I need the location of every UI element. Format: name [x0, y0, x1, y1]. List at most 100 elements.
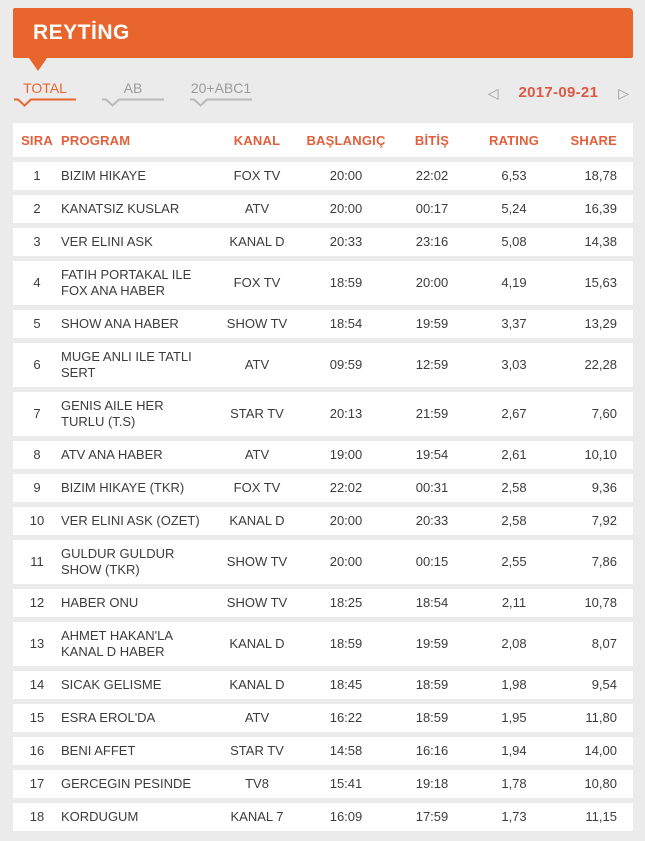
date-label: 2017-09-21	[518, 84, 599, 101]
rating-cell: 5,24	[475, 195, 553, 223]
program-cell: SHOW ANA HABER	[61, 310, 211, 338]
rank-cell: 14	[13, 671, 61, 699]
tab-underline-notch-icon	[102, 98, 164, 107]
program-cell: AHMET HAKAN'LA KANAL D HABER	[61, 622, 211, 666]
next-date-button[interactable]: ▷	[618, 84, 629, 101]
rating-cell: 3,03	[475, 343, 553, 387]
rank-cell: 10	[13, 507, 61, 535]
tab-20abc1-label: 20+ABC1	[190, 80, 252, 96]
table-row: 12 HABER ONU SHOW TV 18:25 18:54 2,11 10,78	[13, 589, 633, 617]
column-header-bitis: BİTİŞ	[389, 123, 475, 157]
end-time-cell: 21:59	[389, 392, 475, 436]
table-row: 8 ATV ANA HABER ATV 19:00 19:54 2,61 10,10	[13, 441, 633, 469]
rank-cell: 11	[13, 540, 61, 584]
table-row: 13 AHMET HAKAN'LA KANAL D HABER KANAL D 18:…	[13, 622, 633, 666]
start-time-cell: 16:22	[303, 704, 389, 732]
channel-cell: KANAL D	[211, 622, 303, 666]
channel-cell: ATV	[211, 195, 303, 223]
start-time-cell: 18:59	[303, 261, 389, 305]
program-cell: GENIS AILE HER TURLU (T.S)	[61, 392, 211, 436]
program-cell: VER ELINI ASK (OZET)	[61, 507, 211, 535]
program-cell: SICAK GELISME	[61, 671, 211, 699]
start-time-cell: 18:25	[303, 589, 389, 617]
share-cell: 11,15	[553, 803, 633, 831]
column-header-baslangic: BAŞLANGIÇ	[303, 123, 389, 157]
rating-cell: 2,67	[475, 392, 553, 436]
rank-cell: 6	[13, 343, 61, 387]
rating-cell: 4,19	[475, 261, 553, 305]
start-time-cell: 18:54	[303, 310, 389, 338]
channel-cell: STAR TV	[211, 737, 303, 765]
program-cell: ESRA EROL'DA	[61, 704, 211, 732]
table-row: 2 KANATSIZ KUSLAR ATV 20:00 00:17 5,24 16,39	[13, 195, 633, 223]
start-time-cell: 20:00	[303, 162, 389, 190]
start-time-cell: 09:59	[303, 343, 389, 387]
rating-cell: 5,08	[475, 228, 553, 256]
share-cell: 7,92	[553, 507, 633, 535]
rank-cell: 15	[13, 704, 61, 732]
end-time-cell: 19:59	[389, 622, 475, 666]
end-time-cell: 20:33	[389, 507, 475, 535]
rating-cell: 1,95	[475, 704, 553, 732]
rank-cell: 3	[13, 228, 61, 256]
channel-cell: FOX TV	[211, 261, 303, 305]
share-cell: 10,80	[553, 770, 633, 798]
prev-date-button[interactable]: ◁	[487, 84, 499, 101]
tab-total[interactable]: TOTAL	[13, 80, 77, 107]
channel-cell: FOX TV	[211, 474, 303, 502]
channel-cell: SHOW TV	[211, 540, 303, 584]
channel-cell: SHOW TV	[211, 310, 303, 338]
share-cell: 11,80	[553, 704, 633, 732]
table-row: 6 MUGE ANLI ILE TATLI SERT ATV 09:59 12:59 3,…	[13, 343, 633, 387]
start-time-cell: 15:41	[303, 770, 389, 798]
tab-ab[interactable]: AB	[101, 80, 165, 107]
share-cell: 10,10	[553, 441, 633, 469]
table-row: 10 VER ELINI ASK (OZET) KANAL D 20:00 20:33 2…	[13, 507, 633, 535]
program-cell: GERCEGIN PESINDE	[61, 770, 211, 798]
start-time-cell: 20:13	[303, 392, 389, 436]
channel-cell: KANAL D	[211, 507, 303, 535]
end-time-cell: 19:54	[389, 441, 475, 469]
program-cell: VER ELINI ASK	[61, 228, 211, 256]
rank-cell: 16	[13, 737, 61, 765]
rating-cell: 2,11	[475, 589, 553, 617]
rank-cell: 9	[13, 474, 61, 502]
start-time-cell: 20:00	[303, 540, 389, 584]
share-cell: 18,78	[553, 162, 633, 190]
rank-cell: 2	[13, 195, 61, 223]
share-cell: 22,28	[553, 343, 633, 387]
rank-cell: 13	[13, 622, 61, 666]
rating-cell: 6,53	[475, 162, 553, 190]
rating-cell: 2,08	[475, 622, 553, 666]
end-time-cell: 18:59	[389, 671, 475, 699]
rating-cell: 2,55	[475, 540, 553, 584]
start-time-cell: 20:00	[303, 195, 389, 223]
rank-cell: 12	[13, 589, 61, 617]
channel-cell: ATV	[211, 343, 303, 387]
table-row: 4 FATIH PORTAKAL ILE FOX ANA HABER FOX TV 1…	[13, 261, 633, 305]
column-header-kanal: KANAL	[211, 123, 303, 157]
share-cell: 14,38	[553, 228, 633, 256]
header-pointer-arrow	[29, 58, 47, 71]
rank-cell: 1	[13, 162, 61, 190]
tab-underline-notch-icon	[190, 98, 252, 107]
rank-cell: 7	[13, 392, 61, 436]
end-time-cell: 00:17	[389, 195, 475, 223]
end-time-cell: 12:59	[389, 343, 475, 387]
column-header-share: SHARE	[553, 123, 633, 157]
start-time-cell: 16:09	[303, 803, 389, 831]
tab-underline-notch-icon	[14, 98, 76, 107]
tab-total-label: TOTAL	[23, 80, 67, 96]
table-row: 5 SHOW ANA HABER SHOW TV 18:54 19:59 3,37 13,2…	[13, 310, 633, 338]
end-time-cell: 19:59	[389, 310, 475, 338]
start-time-cell: 18:59	[303, 622, 389, 666]
tab-ab-label: AB	[123, 80, 143, 96]
program-cell: FATIH PORTAKAL ILE FOX ANA HABER	[61, 261, 211, 305]
program-cell: MUGE ANLI ILE TATLI SERT	[61, 343, 211, 387]
program-cell: GULDUR GULDUR SHOW (TKR)	[61, 540, 211, 584]
tab-20abc1[interactable]: 20+ABC1	[189, 80, 253, 107]
share-cell: 9,36	[553, 474, 633, 502]
ratings-table: SIRA PROGRAM KANAL BAŞLANGIÇ BİTİŞ RATIN…	[13, 118, 633, 836]
share-cell: 7,60	[553, 392, 633, 436]
